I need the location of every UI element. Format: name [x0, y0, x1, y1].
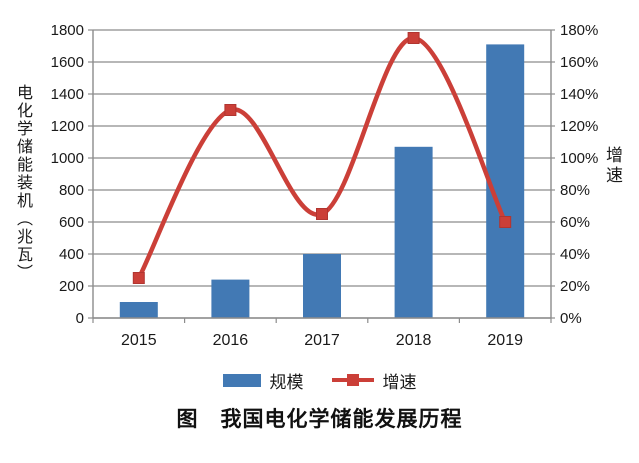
bar-2017	[303, 254, 341, 318]
right-axis-tick-label: 40%	[560, 246, 590, 263]
left-axis-tick-label: 1000	[51, 150, 84, 167]
right-axis-tick-label: 20%	[560, 278, 590, 295]
left-axis-tick-label: 1600	[51, 54, 84, 71]
legend-item-growth: 增速	[331, 368, 417, 393]
x-axis-label-2019: 2019	[487, 332, 523, 349]
x-axis-label-2018: 2018	[396, 332, 432, 349]
right-axis-tick-label: 80%	[560, 182, 590, 199]
left-axis-title: 电化学储能装机（兆瓦）	[14, 84, 31, 282]
right-axis-tick-label: 120%	[560, 118, 598, 135]
legend-item-scale: 规模	[222, 368, 304, 393]
bar-2016	[211, 279, 250, 318]
line-swatch-marker	[346, 374, 359, 386]
figure-caption: 图 我国电化学储能发展历程	[176, 408, 463, 431]
left-axis-tick-label: 600	[59, 214, 84, 231]
right-axis-title: 增速	[603, 146, 622, 186]
legend-label-growth: 增速	[382, 372, 417, 392]
growth-marker-2018	[407, 32, 420, 44]
bar-series-swatch-icon	[222, 373, 261, 387]
right-axis-tick-label: 0%	[560, 310, 582, 327]
right-axis-tick-label: 140%	[560, 86, 598, 103]
legend: 规模 增速	[0, 368, 639, 393]
left-axis-tick-label: 800	[59, 182, 84, 199]
bar-2019	[486, 44, 525, 319]
bar-2018	[394, 146, 433, 318]
right-axis-tick-label: 60%	[560, 214, 590, 231]
left-axis-tick-label: 1800	[51, 22, 84, 39]
line-series-swatch-icon	[331, 373, 374, 387]
left-axis-tick-label: 200	[59, 278, 84, 295]
x-axis-label-2017: 2017	[304, 332, 340, 349]
growth-marker-2019	[499, 216, 512, 228]
right-axis-tick-label: 100%	[560, 150, 598, 167]
left-axis-tick-label: 1200	[51, 118, 84, 135]
right-axis-tick-label: 160%	[560, 54, 598, 71]
left-axis-tick-label: 1400	[51, 86, 84, 103]
left-axis-tick-label: 0	[76, 310, 84, 327]
growth-marker-2015	[132, 272, 145, 284]
growth-marker-2016	[224, 104, 237, 116]
growth-marker-2017	[316, 208, 328, 220]
bar-2015	[119, 302, 158, 318]
combo-chart-canvas: 0 0% 200 20% 400 40% 600 60% 800 80% 1000 100% 1200 1…	[51, 22, 599, 349]
right-axis-tick-label: 180%	[560, 22, 598, 39]
x-axis-label-2016: 2016	[213, 332, 249, 349]
left-axis-tick-label: 400	[59, 246, 84, 263]
x-axis-label-2015: 2015	[121, 332, 157, 349]
legend-label-scale: 规模	[269, 372, 304, 392]
